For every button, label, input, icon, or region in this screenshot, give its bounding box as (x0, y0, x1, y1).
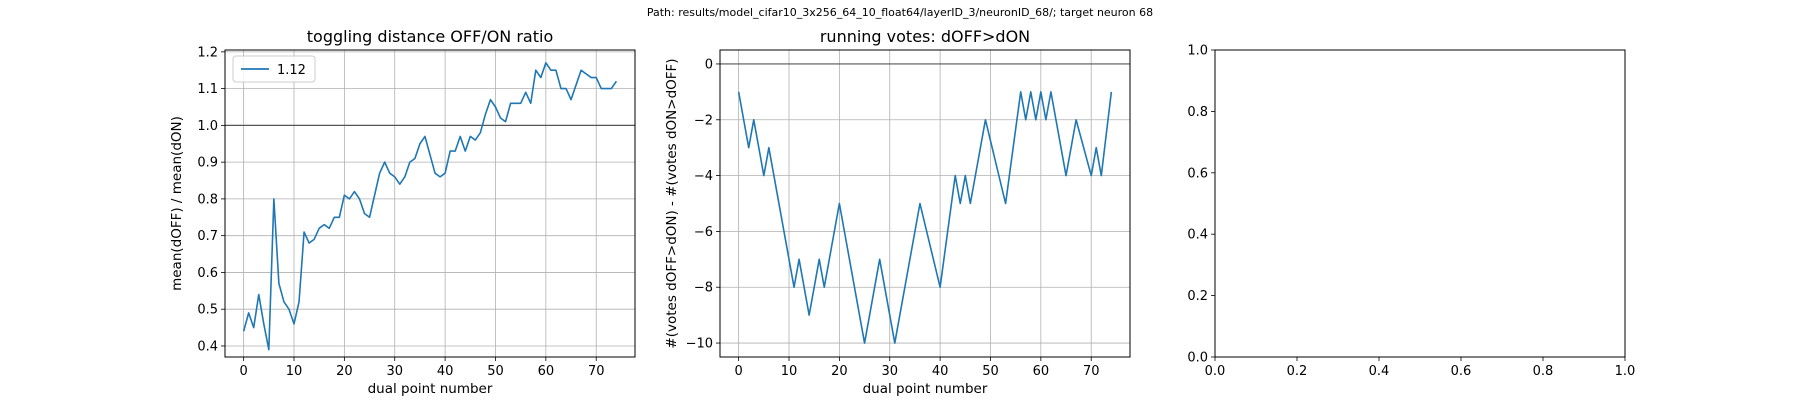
x-tick-label: 60 (538, 364, 555, 379)
x-tick-label: 10 (781, 364, 798, 379)
y-tick-label: 0.5 (197, 303, 218, 318)
x-tick-label: 0.4 (1369, 364, 1390, 379)
x-tick-label: 30 (881, 364, 898, 379)
series-line-1 (737, 91, 1113, 344)
x-tick-label: 40 (932, 364, 949, 379)
y-tick-label: −6 (694, 225, 713, 240)
y-tick-label: 0.8 (197, 192, 218, 207)
x-tick-label: 40 (437, 364, 454, 379)
y-tick-label: 1.2 (197, 45, 218, 60)
x-axis-label: dual point number (863, 381, 988, 397)
y-tick-label: 0.2 (1187, 289, 1208, 304)
y-tick-label: −4 (694, 169, 713, 184)
y-tick-label: 1.0 (1187, 44, 1208, 59)
chart-panel-2: 0 10 20 30 40 50 60 70 0 −2 −4 −6 −8 −10 running votes… (664, 27, 1131, 397)
plot-frame (224, 49, 636, 358)
x-tick-label: 50 (487, 364, 504, 379)
chart-title: running votes: dOFF>dON (820, 27, 1030, 46)
x-axis-label: dual point number (368, 381, 493, 397)
plot-frame (1214, 49, 1626, 358)
x-tick-label: 0 (239, 364, 247, 379)
y-tick-label: 0.6 (1187, 166, 1208, 181)
y-tick-label: 0.4 (197, 339, 218, 354)
y-tick-label: 0.4 (1187, 228, 1208, 243)
x-tick-label: 70 (588, 364, 605, 379)
chart-title: toggling distance OFF/ON ratio (307, 27, 553, 46)
y-tick-label: 1.0 (197, 119, 218, 134)
y-tick-label: 0.9 (197, 156, 218, 171)
y-tick-label: −10 (686, 337, 713, 352)
y-axis-label: mean(dOFF) / mean(dON) (169, 116, 185, 291)
chart-panel-3: 0.0 0.2 0.4 0.6 0.8 1.0 0.0 0.2 0.4 0.6 0.8 1.0 (1187, 44, 1635, 380)
legend-box (232, 55, 316, 83)
y-tick-label: 1.1 (197, 82, 218, 97)
x-tick-label: 60 (1033, 364, 1050, 379)
y-tick-label: 0.8 (1187, 105, 1208, 120)
legend-label: 1.12 (277, 63, 306, 78)
x-tick-label: 30 (386, 364, 403, 379)
chart-panel-1: 0 10 20 30 40 50 60 70 0.4 0.5 0.6 0.7 0.8 0.9 1.0 1.1 1… (169, 27, 636, 397)
x-tick-label: 20 (831, 364, 848, 379)
y-tick-label: −2 (694, 113, 713, 128)
series-line-1 (242, 62, 618, 351)
x-tick-label: 50 (982, 364, 999, 379)
x-tick-label: 0.8 (1533, 364, 1554, 379)
y-tick-label: 0 (705, 57, 713, 72)
x-tick-label: 20 (336, 364, 353, 379)
x-tick-label: 0.2 (1287, 364, 1308, 379)
legend: 1.12 (232, 55, 316, 83)
plot-frame (719, 49, 1131, 358)
x-tick-label: 70 (1083, 364, 1100, 379)
y-tick-label: 0.7 (197, 229, 218, 244)
figure-path-text: Path: results/model_cifar10_3x256_64_10_… (646, 6, 1154, 19)
y-tick-label: 0.0 (1187, 351, 1208, 366)
x-tick-label: 0 (734, 364, 742, 379)
x-tick-label: 1.0 (1615, 364, 1636, 379)
y-tick-label: 0.6 (197, 266, 218, 281)
x-tick-label: 0.0 (1205, 364, 1226, 379)
x-tick-label: 10 (286, 364, 303, 379)
y-tick-label: −8 (694, 281, 713, 296)
y-axis-label: #(votes dOFF>dON) - #(votes dON>dOFF) (664, 58, 680, 348)
x-tick-label: 0.6 (1451, 364, 1472, 379)
